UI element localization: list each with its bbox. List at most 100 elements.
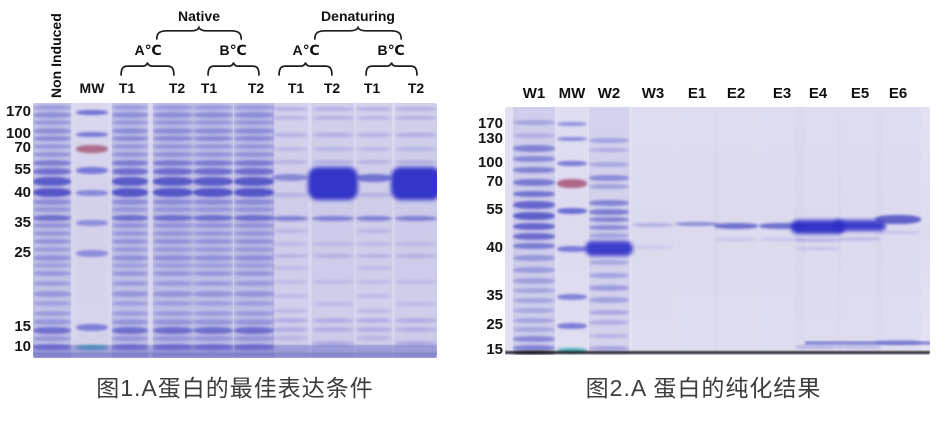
protein-band (395, 133, 437, 137)
protein-band (153, 112, 193, 118)
protein-band (395, 302, 437, 306)
lane-label-w1: W1 (522, 85, 546, 102)
protein-band (193, 207, 233, 212)
protein-band (272, 242, 308, 246)
protein-band (312, 242, 354, 246)
protein-band (112, 319, 148, 325)
protein-band (875, 215, 921, 224)
protein-band (312, 254, 354, 258)
gel-lane-e2 (714, 107, 758, 355)
protein-band (112, 112, 148, 118)
protein-band (513, 267, 555, 273)
protein-band (272, 193, 308, 197)
protein-band (193, 301, 233, 306)
protein-band (33, 112, 71, 118)
gel-lane-denat-b-t1 (356, 103, 392, 358)
lane-label-e2: E2 (726, 85, 746, 102)
protein-band (585, 241, 633, 256)
protein-band (513, 318, 555, 323)
protein-band (513, 288, 555, 293)
protein-band (112, 128, 148, 134)
protein-band (153, 336, 193, 341)
protein-band (76, 250, 108, 257)
protein-band (356, 254, 392, 258)
mw-marker-value: 100 (5, 125, 31, 142)
protein-band (33, 291, 71, 297)
protein-band (153, 344, 193, 350)
protein-band (33, 160, 71, 166)
protein-band (234, 223, 274, 228)
protein-band (33, 281, 71, 286)
protein-band (589, 148, 629, 152)
protein-band (193, 160, 233, 166)
protein-band (395, 160, 437, 164)
protein-band (589, 209, 629, 215)
protein-band (312, 302, 354, 306)
protein-band (589, 184, 629, 189)
mw-marker-value: 40 (486, 239, 503, 256)
protein-band (234, 160, 274, 166)
protein-band (589, 346, 629, 351)
protein-band (112, 291, 148, 297)
protein-band (356, 116, 392, 120)
protein-band (193, 144, 233, 149)
protein-band (513, 278, 555, 284)
protein-band (395, 116, 437, 120)
protein-band (33, 311, 71, 316)
protein-band (513, 120, 555, 125)
protein-band (193, 344, 233, 350)
figure2-caption: 图2.A 蛋白的纯化结果 (585, 375, 822, 401)
gel-bottom-edge (33, 353, 437, 358)
protein-band (153, 327, 193, 334)
protein-band (33, 188, 71, 197)
mw-marker-value: 55 (486, 201, 503, 218)
protein-band (153, 120, 193, 125)
protein-band (272, 336, 308, 340)
protein-band (153, 311, 193, 316)
protein-band (234, 215, 274, 221)
protein-band (356, 216, 392, 221)
protein-band (589, 260, 629, 265)
protein-band (153, 215, 193, 221)
protein-band (193, 120, 233, 125)
protein-band (759, 238, 805, 241)
protein-band (234, 105, 274, 110)
protein-band (193, 223, 233, 228)
protein-band (193, 199, 233, 205)
protein-band (557, 137, 587, 141)
protein-band (193, 247, 233, 252)
protein-band (193, 311, 233, 316)
protein-band (272, 280, 308, 284)
mw-lane-label: MW (79, 80, 105, 96)
protein-band (272, 229, 308, 233)
protein-band (153, 291, 193, 297)
protein-band (513, 167, 555, 173)
protein-band (391, 167, 437, 200)
gel-lane-denat-a-t2 (312, 103, 354, 358)
protein-band (33, 301, 71, 306)
protein-band (153, 199, 193, 205)
protein-band (513, 298, 555, 303)
lane-label-mw: MW (558, 85, 586, 102)
protein-band (76, 167, 108, 174)
protein-band (557, 208, 587, 214)
protein-band (153, 207, 193, 212)
protein-band (272, 107, 308, 111)
mw-marker-value: 15 (486, 341, 503, 358)
protein-band (589, 273, 629, 278)
mw-marker-value: 130 (477, 130, 503, 147)
protein-band (153, 255, 193, 261)
protein-band (513, 201, 555, 209)
protein-band (153, 188, 193, 197)
protein-band (356, 336, 392, 340)
protein-band (513, 345, 555, 351)
protein-band (395, 280, 437, 284)
protein-band (589, 297, 629, 303)
protein-band (356, 266, 392, 270)
protein-band (153, 152, 193, 157)
mw-marker-value: 35 (14, 214, 31, 231)
protein-band (395, 327, 437, 332)
protein-band (795, 345, 841, 349)
protein-band (513, 191, 555, 197)
protein-band (112, 255, 148, 261)
